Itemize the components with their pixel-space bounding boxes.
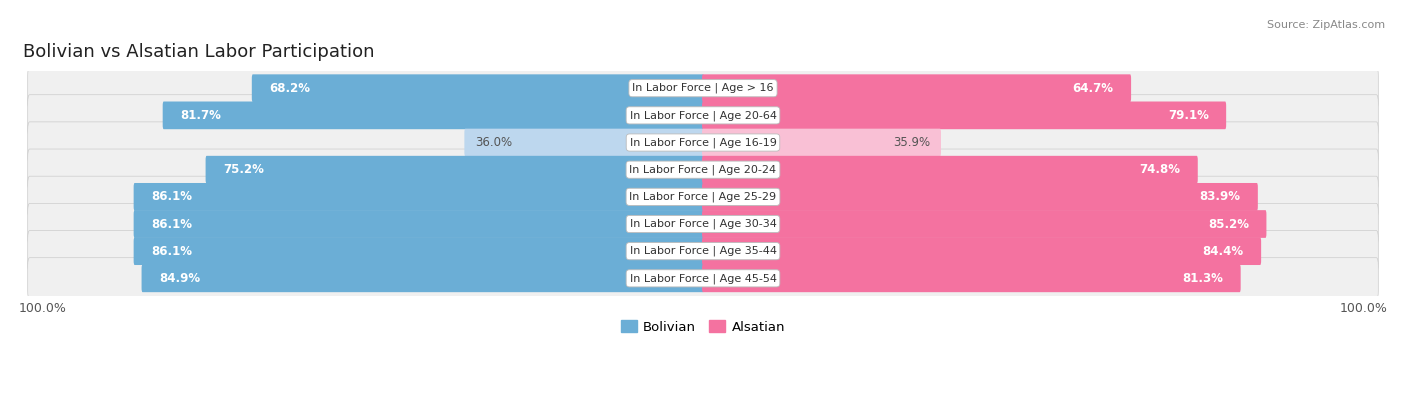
Text: 35.9%: 35.9% <box>893 136 931 149</box>
Text: 84.9%: 84.9% <box>159 272 200 285</box>
FancyBboxPatch shape <box>702 102 1226 129</box>
Text: Source: ZipAtlas.com: Source: ZipAtlas.com <box>1267 20 1385 30</box>
Text: 84.4%: 84.4% <box>1202 245 1244 258</box>
FancyBboxPatch shape <box>702 129 941 156</box>
FancyBboxPatch shape <box>702 237 1261 265</box>
FancyBboxPatch shape <box>28 203 1378 245</box>
FancyBboxPatch shape <box>702 74 1130 102</box>
FancyBboxPatch shape <box>28 258 1378 299</box>
FancyBboxPatch shape <box>702 265 1240 292</box>
Text: In Labor Force | Age 25-29: In Labor Force | Age 25-29 <box>630 192 776 202</box>
Text: In Labor Force | Age 20-64: In Labor Force | Age 20-64 <box>630 110 776 120</box>
FancyBboxPatch shape <box>252 74 704 102</box>
FancyBboxPatch shape <box>28 176 1378 218</box>
FancyBboxPatch shape <box>702 183 1258 211</box>
Text: In Labor Force | Age 16-19: In Labor Force | Age 16-19 <box>630 137 776 148</box>
Text: 86.1%: 86.1% <box>150 190 193 203</box>
Text: In Labor Force | Age 45-54: In Labor Force | Age 45-54 <box>630 273 776 284</box>
Text: 85.2%: 85.2% <box>1208 218 1249 231</box>
FancyBboxPatch shape <box>28 68 1378 109</box>
Text: 79.1%: 79.1% <box>1168 109 1209 122</box>
FancyBboxPatch shape <box>142 265 704 292</box>
Text: 86.1%: 86.1% <box>150 245 193 258</box>
FancyBboxPatch shape <box>134 210 704 238</box>
FancyBboxPatch shape <box>134 237 704 265</box>
Text: 81.3%: 81.3% <box>1182 272 1223 285</box>
Text: 75.2%: 75.2% <box>224 163 264 176</box>
Legend: Bolivian, Alsatian: Bolivian, Alsatian <box>616 315 790 339</box>
Text: In Labor Force | Age 35-44: In Labor Force | Age 35-44 <box>630 246 776 256</box>
FancyBboxPatch shape <box>205 156 704 184</box>
FancyBboxPatch shape <box>28 149 1378 190</box>
Text: In Labor Force | Age > 16: In Labor Force | Age > 16 <box>633 83 773 94</box>
FancyBboxPatch shape <box>134 183 704 211</box>
FancyBboxPatch shape <box>28 122 1378 163</box>
Text: In Labor Force | Age 20-24: In Labor Force | Age 20-24 <box>630 164 776 175</box>
FancyBboxPatch shape <box>702 156 1198 184</box>
FancyBboxPatch shape <box>163 102 704 129</box>
FancyBboxPatch shape <box>28 231 1378 272</box>
FancyBboxPatch shape <box>28 95 1378 136</box>
FancyBboxPatch shape <box>702 210 1267 238</box>
Text: 81.7%: 81.7% <box>180 109 221 122</box>
Text: In Labor Force | Age 30-34: In Labor Force | Age 30-34 <box>630 219 776 229</box>
Text: 36.0%: 36.0% <box>475 136 512 149</box>
Text: 68.2%: 68.2% <box>270 82 311 95</box>
Text: 86.1%: 86.1% <box>150 218 193 231</box>
Text: 74.8%: 74.8% <box>1139 163 1180 176</box>
Text: 64.7%: 64.7% <box>1073 82 1114 95</box>
Text: Bolivian vs Alsatian Labor Participation: Bolivian vs Alsatian Labor Participation <box>22 43 374 61</box>
FancyBboxPatch shape <box>464 129 704 156</box>
Text: 83.9%: 83.9% <box>1199 190 1240 203</box>
